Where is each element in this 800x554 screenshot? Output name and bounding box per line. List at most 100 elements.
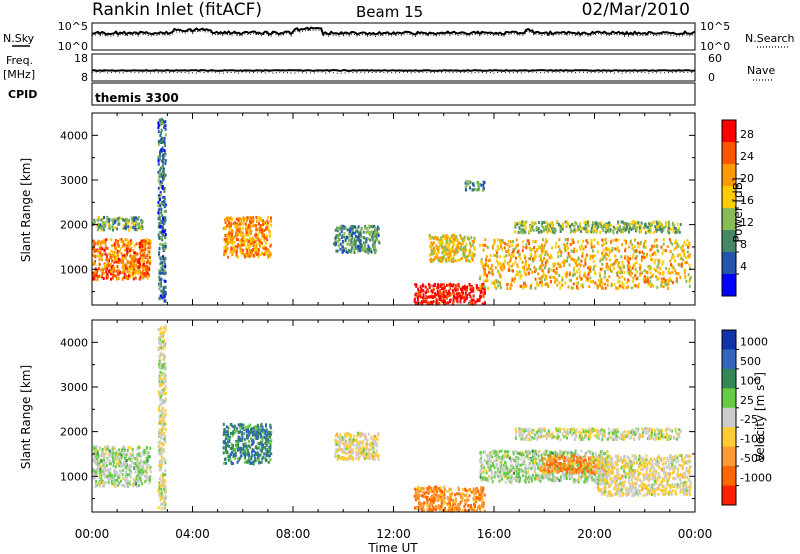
data-cell — [621, 260, 624, 264]
data-cell — [506, 243, 509, 247]
data-cell — [613, 283, 616, 287]
data-cell — [131, 483, 134, 487]
data-cell — [451, 258, 454, 262]
data-cell — [650, 258, 653, 262]
data-cell — [447, 497, 450, 501]
data-cell — [351, 456, 354, 460]
data-cell — [336, 227, 339, 231]
data-cell — [238, 436, 241, 440]
data-cell — [520, 228, 523, 232]
data-cell — [610, 269, 613, 273]
data-cell — [256, 242, 259, 246]
data-cell — [659, 272, 662, 276]
data-cell — [604, 238, 607, 242]
data-cell — [371, 235, 374, 239]
data-cell — [243, 217, 246, 221]
data-cell — [530, 286, 532, 290]
data-cell — [117, 239, 119, 243]
data-cell — [368, 224, 371, 228]
data-cell — [566, 256, 569, 260]
data-cell — [618, 276, 621, 280]
data-cell — [476, 509, 479, 513]
data-cell — [466, 288, 468, 292]
data-cell — [239, 227, 241, 230]
data-cell — [147, 250, 149, 254]
data-cell — [592, 268, 595, 272]
data-cell — [134, 457, 137, 461]
data-cell — [143, 451, 146, 455]
data-cell — [618, 270, 621, 274]
data-cell — [138, 463, 141, 467]
data-cell — [635, 261, 638, 264]
data-cell — [133, 265, 135, 269]
data-cell — [519, 221, 521, 225]
data-cell — [447, 291, 450, 295]
data-cell — [131, 451, 134, 455]
data-cell — [251, 430, 254, 434]
data-cell — [115, 241, 118, 245]
data-cell — [348, 242, 351, 246]
data-cell — [132, 254, 135, 258]
data-cell — [633, 245, 636, 248]
data-cell — [562, 222, 565, 226]
data-cell — [430, 289, 433, 293]
data-cell — [116, 217, 119, 221]
data-cell — [126, 479, 129, 483]
data-cell — [366, 247, 369, 251]
data-cell — [164, 219, 167, 223]
data-cell — [455, 284, 458, 288]
data-cell — [137, 480, 140, 484]
data-cell — [147, 239, 149, 243]
data-cell — [464, 248, 467, 252]
data-cell — [637, 285, 640, 289]
data-cell — [239, 244, 242, 248]
data-cell — [120, 469, 123, 473]
data-cell — [654, 258, 657, 262]
data-cell — [419, 302, 422, 306]
data-cell — [518, 253, 521, 257]
data-cell — [113, 274, 116, 278]
data-cell — [656, 285, 659, 289]
data-cell — [665, 223, 668, 227]
data-cell — [435, 298, 438, 302]
data-cell — [370, 230, 373, 234]
data-cell — [677, 229, 679, 232]
data-cell — [270, 432, 272, 436]
data-cell — [364, 437, 367, 441]
data-cell — [458, 492, 461, 496]
data-cell — [254, 240, 257, 244]
data-cell — [127, 247, 130, 251]
data-cell — [121, 266, 124, 270]
data-cell — [486, 278, 489, 282]
data-cell — [355, 452, 358, 456]
data-cell — [268, 251, 271, 255]
data-cell — [368, 457, 371, 460]
data-cell — [232, 236, 234, 240]
data-cell — [140, 460, 143, 464]
data-cell — [112, 451, 115, 455]
data-cell — [679, 253, 681, 257]
data-cell — [262, 445, 264, 449]
data-cell — [437, 496, 440, 500]
data-cell — [105, 258, 108, 262]
data-cell — [343, 436, 346, 440]
data-cell — [335, 455, 338, 459]
data-cell — [235, 253, 238, 257]
data-cell — [575, 281, 578, 285]
data-cell — [372, 231, 375, 235]
data-cell — [441, 295, 444, 299]
data-cell — [630, 274, 633, 278]
data-cell — [452, 503, 454, 507]
data-cell — [235, 249, 238, 253]
data-cell — [547, 270, 550, 274]
data-cell — [444, 242, 447, 246]
data-cell — [123, 460, 126, 464]
data-cell — [435, 244, 438, 248]
data-cell — [463, 252, 466, 256]
data-cell — [149, 465, 152, 469]
data-cell — [426, 505, 429, 509]
data-cell — [149, 259, 152, 263]
data-cell — [157, 204, 160, 208]
data-cell — [482, 487, 485, 491]
data-cell — [259, 218, 262, 222]
